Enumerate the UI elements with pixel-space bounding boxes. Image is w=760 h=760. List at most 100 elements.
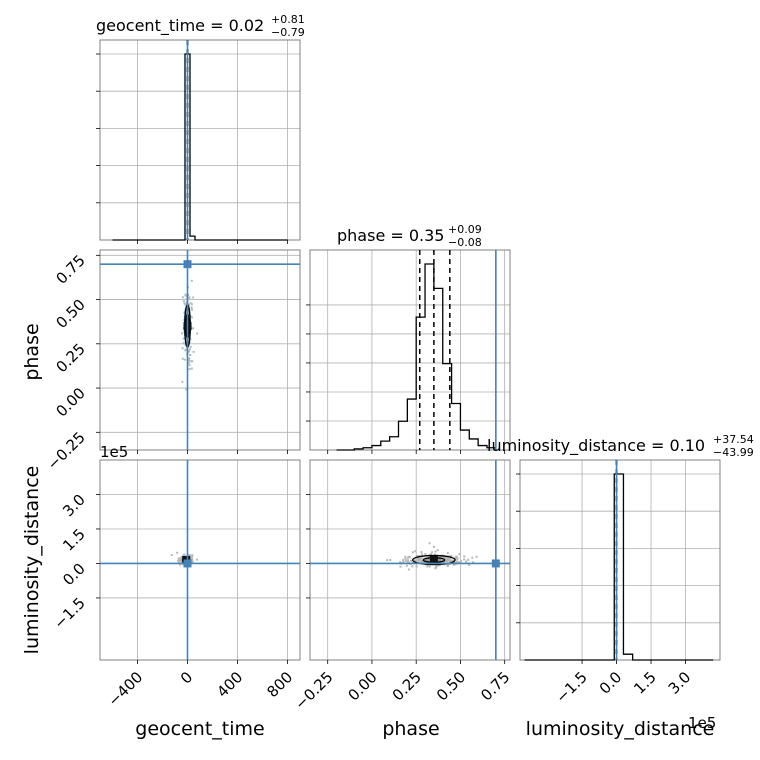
ytick-label-luminosity_distance: 0.0 bbox=[59, 560, 89, 590]
hist-phase-bars bbox=[336, 263, 497, 451]
hist-luminosity_distance-frame bbox=[519, 459, 721, 661]
xtick-label-phase: 0.00 bbox=[344, 668, 380, 704]
xlabel-luminosity-distance: luminosity_distance bbox=[526, 718, 715, 740]
phase-vs-geocent_time-sample bbox=[184, 293, 187, 296]
phase-vs-geocent_time-sample bbox=[191, 360, 194, 363]
phase-vs-geocent_time-sample bbox=[190, 303, 193, 306]
luminosity_distance-vs-phase-sample bbox=[468, 563, 471, 566]
phase-vs-geocent_time-sample bbox=[188, 298, 191, 301]
luminosity_distance-vs-phase-sample bbox=[448, 560, 451, 563]
offset-text-y-luminosity-distance: 1e5 bbox=[100, 443, 128, 461]
luminosity_distance-vs-phase-sample bbox=[451, 559, 454, 562]
phase-vs-geocent_time-sample bbox=[188, 368, 191, 371]
luminosity_distance-vs-phase-sample bbox=[457, 561, 460, 564]
phase-vs-geocent_time-sample bbox=[192, 296, 195, 299]
luminosity_distance-vs-phase-sample bbox=[406, 559, 409, 562]
luminosity_distance-vs-phase-sample bbox=[433, 545, 436, 548]
phase-vs-geocent_time-sample bbox=[187, 350, 190, 353]
phase-vs-geocent_time-sample bbox=[188, 303, 191, 306]
ytick-label-phase: −0.25 bbox=[44, 428, 89, 473]
luminosity_distance-vs-phase-sample bbox=[406, 556, 409, 559]
hist-phase-frame bbox=[309, 249, 511, 451]
luminosity_distance-vs-phase-sample bbox=[411, 551, 414, 554]
luminosity_distance-vs-phase-sample bbox=[446, 552, 449, 555]
luminosity_distance-vs-phase-sample bbox=[459, 561, 462, 564]
luminosity_distance-vs-phase-sample bbox=[420, 561, 423, 564]
hist-luminosity_distance-panel bbox=[516, 459, 721, 664]
luminosity_distance-vs-phase-sample bbox=[420, 557, 423, 560]
luminosity_distance-vs-phase-sample bbox=[427, 558, 430, 561]
phase-vs-geocent_time-sample bbox=[188, 348, 191, 351]
luminosity_distance-vs-phase-sample bbox=[411, 565, 414, 568]
luminosity_distance-vs-phase-sample bbox=[416, 555, 419, 558]
phase-vs-geocent_time-panel bbox=[96, 249, 301, 454]
luminosity_distance-vs-phase-sample bbox=[425, 559, 428, 562]
phase-vs-geocent_time-sample bbox=[184, 303, 187, 306]
luminosity_distance-vs-phase-sample bbox=[456, 557, 459, 560]
luminosity_distance-vs-geocent_time-sample bbox=[183, 553, 186, 556]
luminosity_distance-vs-phase-sample bbox=[404, 557, 407, 560]
xtick-label-geocent_time: 400 bbox=[213, 668, 246, 701]
luminosity_distance-vs-phase-truth-marker bbox=[491, 559, 500, 568]
phase-vs-geocent_time-sample bbox=[196, 332, 199, 335]
title-luminosity-distance-minus: −43.99 bbox=[713, 446, 754, 459]
phase-vs-geocent_time-truth-marker bbox=[183, 260, 192, 269]
phase-vs-geocent_time-sample bbox=[182, 300, 185, 303]
luminosity_distance-vs-phase-sample bbox=[449, 557, 452, 560]
xtick-label-geocent_time: −400 bbox=[104, 668, 146, 710]
luminosity_distance-vs-phase-sample bbox=[413, 559, 416, 562]
luminosity_distance-vs-geocent_time-sample bbox=[191, 561, 194, 564]
luminosity_distance-vs-phase-sample bbox=[402, 559, 405, 562]
luminosity_distance-vs-phase-sample bbox=[414, 550, 417, 553]
phase-vs-geocent_time-sample bbox=[188, 358, 191, 361]
ytick-label-luminosity_distance: 1.5 bbox=[59, 525, 89, 555]
offset-text-x-luminosity-distance: 1e5 bbox=[688, 714, 716, 732]
phase-vs-geocent_time-frame bbox=[99, 249, 301, 451]
luminosity_distance-vs-geocent_time-sample bbox=[190, 557, 193, 560]
hist-geocent_time-panel bbox=[96, 39, 301, 244]
phase-vs-geocent_time-sample bbox=[183, 302, 186, 305]
luminosity_distance-vs-phase-sample bbox=[417, 557, 420, 560]
phase-vs-geocent_time-sample bbox=[189, 360, 192, 363]
luminosity_distance-vs-phase-sample bbox=[472, 561, 475, 564]
title-luminosity-distance-plus: +37.54 bbox=[713, 433, 754, 446]
luminosity_distance-vs-phase-sample bbox=[424, 552, 427, 555]
luminosity_distance-vs-phase-panel bbox=[306, 459, 511, 664]
xtick-label-phase: 0.50 bbox=[433, 668, 469, 704]
luminosity_distance-vs-phase-sample bbox=[439, 558, 442, 561]
phase-vs-geocent_time-sample bbox=[181, 347, 184, 350]
luminosity_distance-vs-phase-sample bbox=[418, 557, 421, 560]
xtick-label-geocent_time: 0 bbox=[177, 668, 196, 687]
ytick-label-luminosity_distance: 3.0 bbox=[59, 491, 89, 521]
phase-vs-geocent_time-sample bbox=[185, 311, 188, 314]
luminosity_distance-vs-phase-sample bbox=[437, 559, 440, 562]
luminosity_distance-vs-phase-sample bbox=[475, 555, 478, 558]
phase-vs-geocent_time-sample bbox=[189, 302, 192, 305]
xtick-label-phase: 0.25 bbox=[389, 668, 425, 704]
phase-vs-geocent_time-sample bbox=[187, 309, 190, 312]
luminosity_distance-vs-phase-sample bbox=[420, 560, 423, 563]
luminosity_distance-vs-geocent_time-sample bbox=[179, 557, 182, 560]
luminosity_distance-vs-geocent_time-sample bbox=[180, 559, 183, 562]
luminosity_distance-vs-phase-sample bbox=[465, 560, 468, 563]
luminosity_distance-vs-phase-sample bbox=[434, 550, 437, 553]
luminosity_distance-vs-phase-sample bbox=[407, 561, 410, 564]
luminosity_distance-vs-geocent_time-sample bbox=[176, 551, 179, 554]
phase-vs-geocent_time-sample bbox=[180, 332, 183, 335]
luminosity_distance-vs-phase-sample bbox=[458, 553, 461, 556]
phase-vs-geocent_time-sample bbox=[182, 341, 185, 344]
title-geocent-time-minus: −0.79 bbox=[271, 26, 305, 39]
luminosity_distance-vs-geocent_time-panel bbox=[96, 459, 301, 664]
ylabel-phase: phase bbox=[21, 323, 43, 380]
ytick-label-phase: 0.25 bbox=[52, 340, 88, 376]
ytick-label-phase: 0.00 bbox=[52, 384, 88, 420]
luminosity_distance-vs-phase-sample bbox=[454, 557, 457, 560]
luminosity_distance-vs-phase-sample bbox=[399, 565, 402, 568]
luminosity_distance-vs-phase-sample bbox=[436, 549, 439, 552]
luminosity_distance-vs-phase-sample bbox=[467, 558, 470, 561]
luminosity_distance-vs-geocent_time-sample bbox=[177, 558, 180, 561]
luminosity_distance-vs-phase-sample bbox=[446, 559, 449, 562]
luminosity_distance-vs-geocent_time-sample bbox=[191, 555, 194, 558]
phase-vs-geocent_time-sample bbox=[192, 350, 195, 353]
xtick-label-luminosity_distance: 3.0 bbox=[665, 668, 695, 698]
